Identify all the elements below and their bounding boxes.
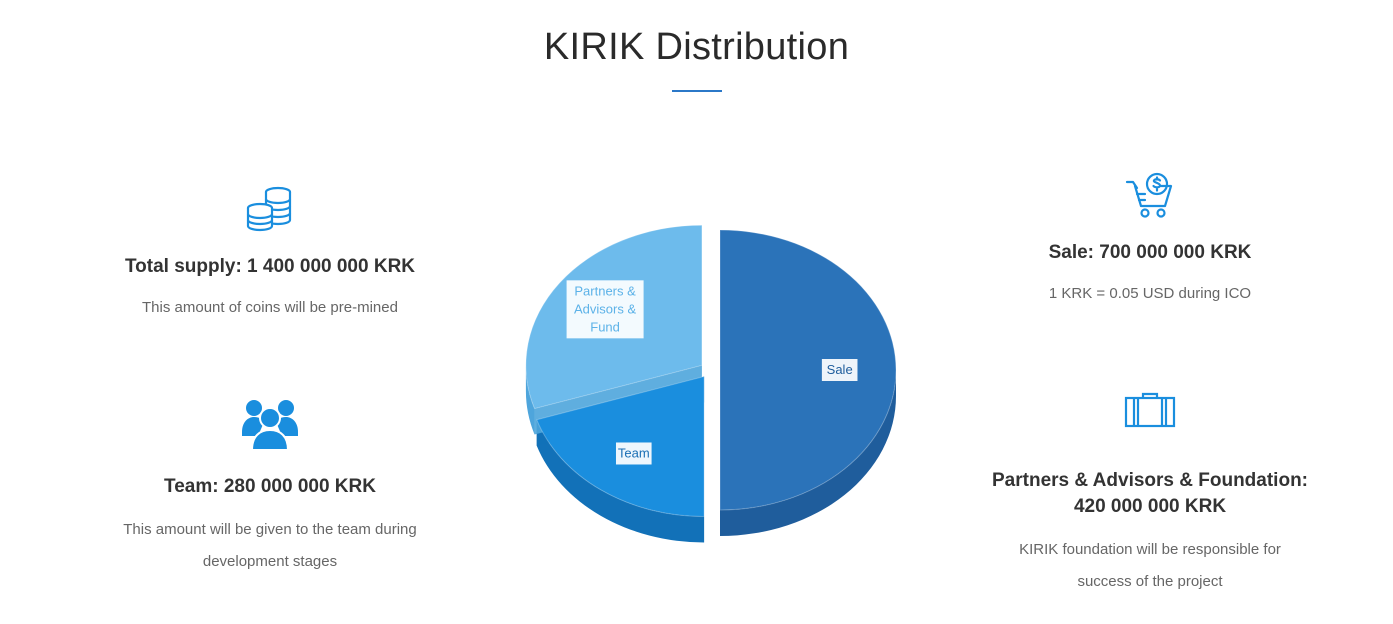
pie-label-team: Team xyxy=(615,442,652,465)
partners-heading-line2: 420 000 000 KRK xyxy=(1073,496,1227,517)
total-supply-block: Total supply: 1 400 000 000 KRK This amo… xyxy=(70,186,470,324)
partners-block: Partners & Advisors & Foundation: 420 00… xyxy=(950,392,1350,598)
pie-label-partners-advisors-fund: Partners & Advisors & Fund xyxy=(566,280,644,339)
team-text-line1: This amount will be given to the team du… xyxy=(123,521,417,538)
team-text-line2: development stages xyxy=(202,553,338,570)
sale-heading: Sale: 700 000 000 KRK xyxy=(1048,242,1252,263)
sale-text: 1 KRK = 0.05 USD during ICO xyxy=(1048,285,1252,302)
team-block: Team: 280 000 000 KRK This amount will b… xyxy=(70,398,470,578)
partners-heading: Partners & Advisors & Foundation: 420 00… xyxy=(950,468,1350,520)
sale-block: Sale: 700 000 000 KRK 1 KRK = 0.05 USD d… xyxy=(950,170,1350,310)
pie-label-sale: Sale xyxy=(821,359,858,381)
pie-side-partners-advisors-fund xyxy=(525,365,535,435)
partners-text: KIRIK foundation will be responsible for… xyxy=(950,534,1350,598)
page-title: KIRIK Distribution xyxy=(543,26,850,68)
partners-text-line1: KIRIK foundation will be responsible for xyxy=(1019,541,1281,558)
partners-text-line2: success of the project xyxy=(1077,573,1223,590)
team-icon xyxy=(242,400,298,451)
pie-label-text: Sale xyxy=(827,362,853,377)
pie-label-box xyxy=(615,442,652,465)
pie-side-sale xyxy=(720,370,896,536)
total-supply-text: This amount of coins will be pre-mined xyxy=(142,299,398,316)
briefcase-icon xyxy=(1124,392,1176,428)
pie-label-text: Advisors & xyxy=(574,301,636,316)
pie-label-text: Partners & xyxy=(574,283,636,298)
title-underline xyxy=(672,90,722,92)
total-supply-heading: Total supply: 1 400 000 000 KRK xyxy=(124,256,416,277)
pie-side-team xyxy=(536,419,705,543)
pie-label-text: Team xyxy=(618,445,650,460)
team-text: This amount will be given to the team du… xyxy=(70,514,470,578)
team-heading: Team: 280 000 000 KRK xyxy=(164,476,376,497)
distribution-pie-chart: Sale Team Partners & Advisors & Fund xyxy=(525,225,897,543)
pie-label-box xyxy=(566,280,644,339)
pie-label-box xyxy=(821,359,858,381)
pie-label-text: Fund xyxy=(590,319,620,334)
partners-heading-line1: Partners & Advisors & Foundation: xyxy=(992,470,1308,491)
pie-labels: Sale Team Partners & Advisors & Fund xyxy=(566,280,858,465)
shopping-cart-dollar-icon xyxy=(1125,172,1173,218)
pie-slice-sale xyxy=(719,229,897,511)
coins-icon xyxy=(246,186,292,232)
